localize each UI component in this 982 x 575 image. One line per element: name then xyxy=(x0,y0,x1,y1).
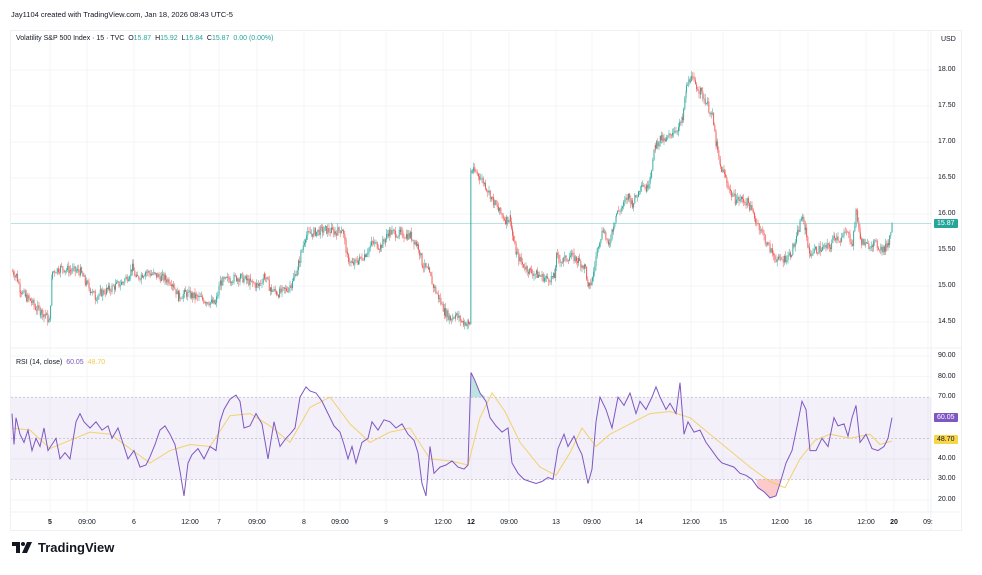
change-value: 0.00 (0.00%) xyxy=(233,35,274,42)
rsi-ma-value: 48.70 xyxy=(87,359,106,366)
rsi-axis-label: 90.00 xyxy=(938,352,956,359)
time-axis-label: 09:00 xyxy=(583,519,601,526)
last-price-badge: 15.87 xyxy=(934,219,958,228)
time-axis-label: 7 xyxy=(217,519,221,526)
time-axis-label: 12:00 xyxy=(771,519,789,526)
time-axis-label: 12 xyxy=(467,519,475,526)
price-axis-label: 17.50 xyxy=(938,102,956,109)
rsi-title: RSI (14, close) xyxy=(16,359,63,366)
time-axis-label: 12:00 xyxy=(682,519,700,526)
rsi-axis-label: 70.00 xyxy=(938,393,956,400)
rsi-ma-badge: 48.70 xyxy=(934,435,958,444)
time-axis-label: 6 xyxy=(132,519,136,526)
price-axis-label: 16.50 xyxy=(938,174,956,181)
time-axis-label: 12:00 xyxy=(857,519,875,526)
time-axis-label: 8 xyxy=(302,519,306,526)
tradingview-logo: TradingView xyxy=(12,540,114,555)
tradingview-logo-text: TradingView xyxy=(38,540,115,555)
chart-frame xyxy=(10,30,962,531)
time-axis-label: 09: xyxy=(923,519,933,526)
open-value: 15.87 xyxy=(133,35,152,42)
symbol-legend: Volatility S&P 500 Index · 15 · TVC O15.… xyxy=(16,35,274,42)
high-value: 15.92 xyxy=(160,35,178,42)
time-axis-label: 16 xyxy=(804,519,812,526)
time-axis-label: 12:00 xyxy=(181,519,199,526)
rsi-axis-label: 20.00 xyxy=(938,496,956,503)
time-axis-label: 20 xyxy=(890,519,898,526)
rsi-axis-label: 80.00 xyxy=(938,373,956,380)
rsi-legend: RSI (14, close) 60.05 48.70 xyxy=(16,359,105,366)
rsi-value: 60.05 xyxy=(66,359,84,366)
close-value: 15.87 xyxy=(211,35,230,42)
price-axis-label: 15.50 xyxy=(938,246,956,253)
tradingview-logo-icon xyxy=(12,542,32,553)
time-axis-label: 09:00 xyxy=(248,519,266,526)
time-axis-label: 12:00 xyxy=(434,519,452,526)
price-axis-label: 18.00 xyxy=(938,66,956,73)
time-axis-label: 14 xyxy=(635,519,643,526)
time-axis-label: 15 xyxy=(719,519,727,526)
price-axis-label: 17.00 xyxy=(938,138,956,145)
chart-credit: Jay1104 created with TradingView.com, Ja… xyxy=(11,10,233,19)
time-axis-label: 9 xyxy=(384,519,388,526)
price-axis-label: 16.00 xyxy=(938,210,956,217)
time-axis-label: 09:00 xyxy=(331,519,349,526)
rsi-axis-label: 40.00 xyxy=(938,455,956,462)
symbol-title: Volatility S&P 500 Index · 15 · TVC xyxy=(16,35,125,42)
time-axis-label: 09:00 xyxy=(78,519,96,526)
time-axis-label: 09:00 xyxy=(500,519,518,526)
time-axis-label: 5 xyxy=(48,519,52,526)
price-axis-label: 14.50 xyxy=(938,318,956,325)
price-axis-label: 15.00 xyxy=(938,282,956,289)
time-axis-label: 13 xyxy=(552,519,560,526)
rsi-axis-label: 30.00 xyxy=(938,475,956,482)
rsi-value-badge: 60.05 xyxy=(934,413,958,422)
currency-label: USD xyxy=(941,36,956,43)
low-value: 15.84 xyxy=(185,35,203,42)
